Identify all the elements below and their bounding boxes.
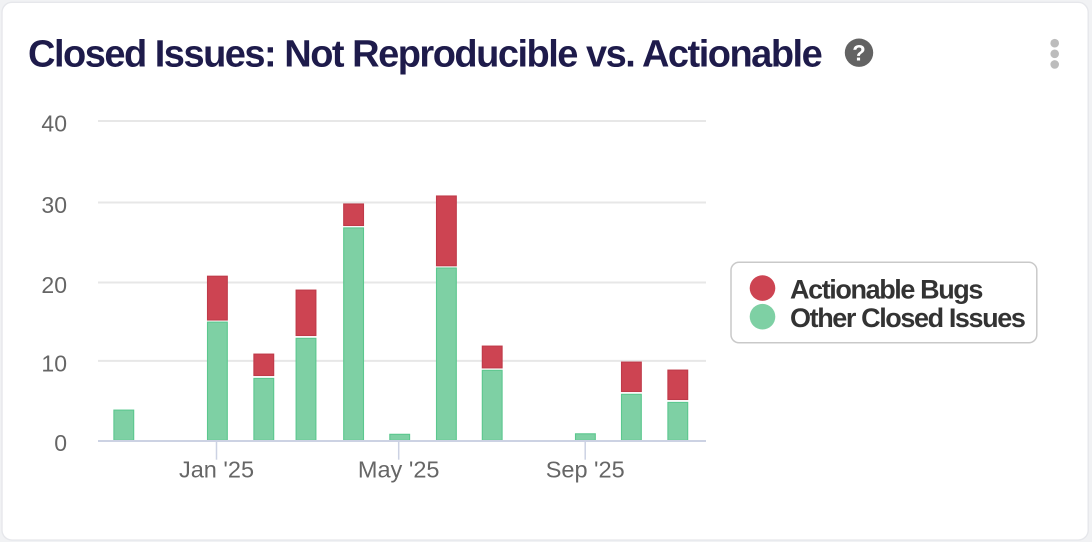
svg-text:40: 40 (41, 111, 67, 137)
svg-text:Other Closed Issues: Other Closed Issues (790, 303, 1025, 333)
svg-text:May '25: May '25 (358, 457, 440, 483)
svg-text:0: 0 (54, 430, 67, 456)
svg-text:10: 10 (41, 350, 67, 376)
svg-text:?: ? (852, 41, 865, 66)
svg-text:Actionable Bugs: Actionable Bugs (790, 274, 982, 304)
svg-text:30: 30 (41, 192, 67, 218)
svg-text:Closed Issues: Not Reproducibl: Closed Issues: Not Reproducible vs. Acti… (28, 34, 822, 76)
svg-text:Jan '25: Jan '25 (179, 457, 254, 483)
svg-text:20: 20 (41, 272, 67, 298)
svg-text:Sep '25: Sep '25 (546, 457, 625, 483)
